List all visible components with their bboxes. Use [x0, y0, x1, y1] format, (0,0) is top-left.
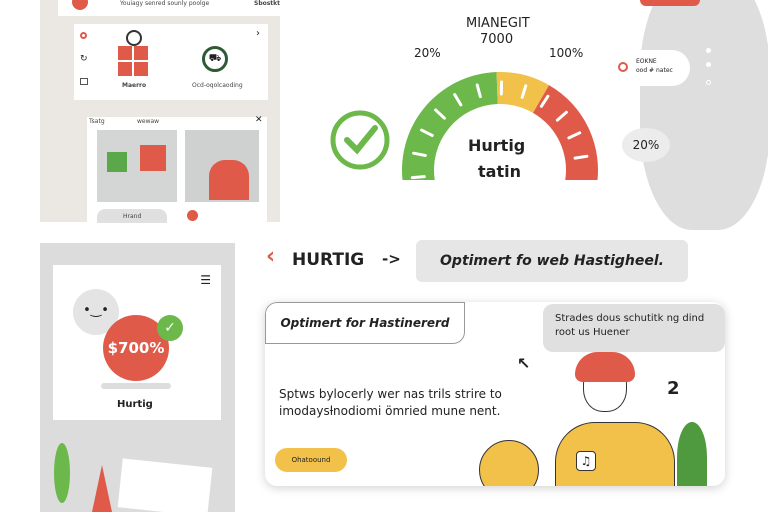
- promo-thumbnail[interactable]: [97, 130, 177, 202]
- ring-icon: [126, 30, 142, 46]
- headline-pill: Optimert fo web Hastigheel.: [416, 240, 688, 282]
- price-tag: [140, 145, 166, 171]
- smiley-icon: [479, 440, 539, 486]
- cart-label: Ocd-oqolcaoding: [192, 82, 243, 89]
- menu-icon[interactable]: ☰: [200, 273, 211, 287]
- preview-header: Youiagy senred sounly poolge Sbostkt: [58, 0, 280, 16]
- gift-icon: [118, 46, 148, 76]
- chevron-right-icon[interactable]: ›: [256, 28, 260, 39]
- gauge-center-subtitle: tatin: [478, 162, 521, 181]
- plant-icon: [54, 443, 70, 503]
- mobile-card-label: Hurtig: [117, 399, 153, 410]
- mobile-panel: ☰ •‿• $700% ✓ Hurtig: [40, 243, 235, 512]
- gift-label: Maerro: [122, 82, 146, 89]
- section-title: HURTIG: [292, 250, 364, 270]
- note-bubble: Strades dous schutitk ng dind root us Hu…: [543, 304, 725, 352]
- back-chevron-icon[interactable]: ‹: [266, 244, 275, 269]
- cart-icon[interactable]: ⛟: [202, 46, 228, 72]
- progress-track: [101, 383, 171, 389]
- window-tab[interactable]: wewaw: [137, 118, 159, 125]
- cursor-arrow-icon: ↖: [517, 354, 530, 373]
- speed-gauge: [320, 50, 620, 180]
- preview-window: Tsatg wewaw ✕ Hrand: [87, 117, 267, 222]
- dot: [706, 62, 711, 67]
- bottom-label: Hrand: [123, 213, 141, 220]
- leaf-icon: [107, 152, 127, 172]
- gauge-red-segment: [533, 85, 598, 180]
- person-thumbnail[interactable]: [185, 130, 259, 202]
- lifebuoy-icon[interactable]: [80, 32, 87, 39]
- calendar-icon[interactable]: [80, 78, 88, 85]
- promo-card: Optimert for Hastinererd Strades dous sc…: [265, 302, 725, 486]
- person-hoodie: ♫: [555, 422, 675, 486]
- gauge-tick: [575, 156, 587, 158]
- feature-card: ↻ Maerro ⛟ Ocd-oqolcaoding ›: [74, 24, 268, 100]
- music-note-icon: ♫: [576, 451, 596, 471]
- close-icon[interactable]: ✕: [255, 115, 263, 125]
- header-right[interactable]: Sbostkt: [254, 0, 280, 7]
- document-sheet: [118, 458, 213, 516]
- side-note-line2: ood # natec: [636, 67, 673, 74]
- mobile-card: ☰ •‿• $700% ✓ Hurtig: [53, 265, 221, 420]
- count-badge: 2: [667, 378, 680, 399]
- card-tab[interactable]: Optimert for Hastinererd: [265, 302, 465, 344]
- person-hair: [575, 352, 635, 382]
- dot: [706, 80, 711, 85]
- check-circle-icon: [333, 113, 387, 167]
- gauge-center-title: Hurtig: [468, 136, 525, 155]
- person-figure: [209, 160, 249, 200]
- background-blob: [640, 0, 768, 230]
- bottom-tab: Hrand: [97, 209, 167, 223]
- card-body: Sptws bylocerly wer nas trils strire to …: [279, 386, 519, 420]
- plant-icon: [677, 422, 707, 486]
- heart-icon[interactable]: [187, 210, 198, 221]
- window-title: Tsatg: [89, 118, 105, 125]
- header-text: Youiagy senred sounly poolge: [120, 0, 209, 7]
- dot: [706, 48, 711, 53]
- red-pill[interactable]: [640, 0, 700, 6]
- check-icon: [347, 128, 375, 150]
- dashboard-preview: Youiagy senred sounly poolge Sbostkt ↻ M…: [40, 0, 280, 222]
- refresh-icon[interactable]: ↻: [80, 54, 88, 64]
- gauge-title: MIANEGIT: [466, 16, 530, 31]
- check-badge-icon: ✓: [157, 315, 183, 341]
- side-note-line1: EOKNE: [636, 58, 657, 65]
- alert-icon: [72, 0, 88, 10]
- arrow-icon: ->: [382, 250, 401, 268]
- cta-button[interactable]: Ohatoound: [275, 448, 347, 472]
- red-figure: [92, 465, 112, 512]
- gauge-value: 7000: [480, 32, 513, 47]
- percent-bubble: 20%: [622, 128, 670, 162]
- gauge-tick: [412, 177, 424, 178]
